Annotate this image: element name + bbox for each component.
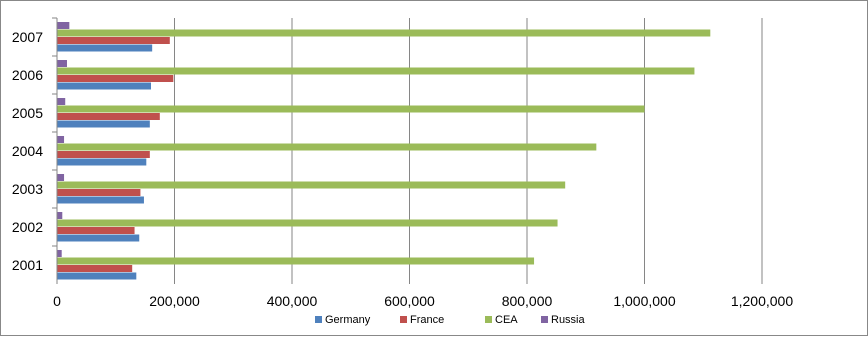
bar-france-2005	[57, 113, 160, 120]
bar-germany-2005	[57, 120, 150, 128]
bar-russia-2005	[57, 98, 66, 105]
legend-label-germany: Germany	[325, 314, 371, 326]
legend-label-cea: CEA	[495, 314, 518, 326]
bar-russia-2002	[57, 212, 63, 219]
bar-russia-2006	[57, 60, 67, 67]
bar-germany-2006	[57, 82, 151, 90]
bar-france-2007	[57, 37, 170, 44]
bar-russia-2001	[57, 250, 62, 257]
bar-russia-2004	[57, 136, 65, 143]
x-tick-label: 1,200,000	[731, 293, 793, 309]
bar-cea-2004	[57, 143, 597, 151]
x-tick-label: 1,000,000	[613, 293, 675, 309]
bar-cea-2007	[57, 29, 711, 37]
legend-label-france: France	[410, 314, 444, 326]
y-tick-label: 2006	[12, 67, 43, 83]
x-tick-label: 200,000	[149, 293, 200, 309]
bar-cea-2006	[57, 67, 695, 75]
y-tick-label: 2004	[12, 143, 43, 159]
bar-cea-2003	[57, 181, 566, 189]
bar-germany-2003	[57, 196, 144, 204]
y-tick-label: 2002	[12, 219, 43, 235]
bar-france-2002	[57, 227, 135, 234]
bar-cea-2001	[57, 257, 535, 265]
bar-france-2006	[57, 75, 174, 82]
bar-russia-2007	[57, 22, 70, 29]
bar-germany-2002	[57, 234, 140, 242]
bar-germany-2001	[57, 272, 137, 280]
legend-swatch-germany	[315, 316, 322, 323]
bar-germany-2007	[57, 44, 153, 52]
x-tick-label: 0	[53, 293, 61, 309]
bar-germany-2004	[57, 158, 147, 166]
bar-france-2004	[57, 151, 150, 158]
bar-cea-2005	[57, 105, 645, 113]
x-tick-label: 800,000	[502, 293, 553, 309]
legend-label-russia: Russia	[551, 314, 586, 326]
legend-swatch-france	[400, 316, 407, 323]
bar-russia-2003	[57, 174, 65, 181]
bar-cea-2002	[57, 219, 558, 227]
y-tick-label: 2003	[12, 181, 43, 197]
x-tick-label: 600,000	[384, 293, 435, 309]
bar-france-2001	[57, 265, 133, 272]
y-tick-label: 2001	[12, 257, 43, 273]
y-tick-label: 2005	[12, 105, 43, 121]
x-tick-label: 400,000	[267, 293, 318, 309]
legend-swatch-russia	[541, 316, 548, 323]
bar-france-2003	[57, 189, 141, 196]
y-tick-label: 2007	[12, 29, 43, 45]
legend-swatch-cea	[485, 316, 492, 323]
